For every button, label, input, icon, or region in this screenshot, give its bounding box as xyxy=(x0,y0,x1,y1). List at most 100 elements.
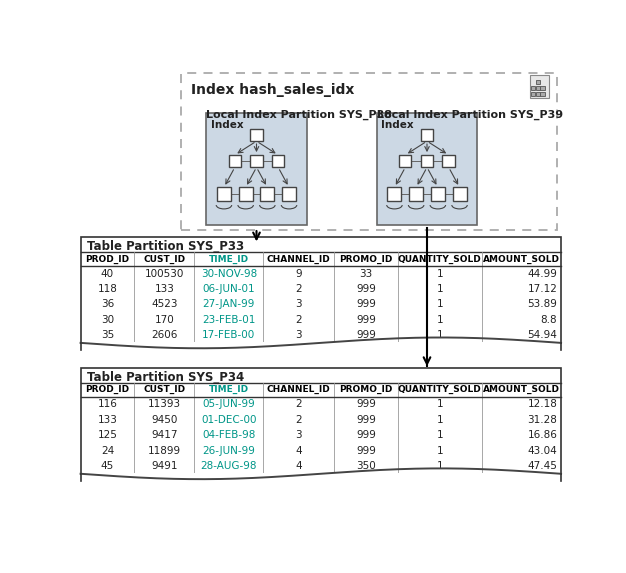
Bar xyxy=(531,86,535,91)
Text: 31.28: 31.28 xyxy=(527,415,557,425)
Bar xyxy=(540,92,545,96)
Text: 11899: 11899 xyxy=(148,446,181,456)
Text: 999: 999 xyxy=(356,446,376,456)
Bar xyxy=(206,113,307,225)
Text: 26-JUN-99: 26-JUN-99 xyxy=(202,446,255,456)
Bar xyxy=(453,187,466,201)
Text: 9: 9 xyxy=(295,269,302,278)
Text: 350: 350 xyxy=(356,461,376,471)
Text: 1: 1 xyxy=(436,284,443,294)
Text: 1: 1 xyxy=(436,315,443,325)
Text: 44.99: 44.99 xyxy=(527,269,557,278)
Text: 1: 1 xyxy=(436,330,443,340)
Text: 999: 999 xyxy=(356,415,376,425)
Text: 54.94: 54.94 xyxy=(527,330,557,340)
Text: Local Index Partition SYS_P38: Local Index Partition SYS_P38 xyxy=(206,109,392,120)
Text: 1: 1 xyxy=(436,269,443,278)
Text: 53.89: 53.89 xyxy=(527,299,557,309)
Text: PROD_ID: PROD_ID xyxy=(85,254,130,264)
Text: 2: 2 xyxy=(295,415,302,425)
Text: 47.45: 47.45 xyxy=(527,461,557,471)
Bar xyxy=(81,367,561,474)
Text: 1: 1 xyxy=(436,461,443,471)
Text: 9417: 9417 xyxy=(151,430,178,440)
Text: 17-FEB-00: 17-FEB-00 xyxy=(202,330,255,340)
Text: 30: 30 xyxy=(101,315,114,325)
Text: 04-FEB-98: 04-FEB-98 xyxy=(202,430,255,440)
Text: 8.8: 8.8 xyxy=(541,315,557,325)
Text: 2606: 2606 xyxy=(151,330,178,340)
Text: TIME_ID: TIME_ID xyxy=(208,385,249,394)
Text: 9491: 9491 xyxy=(151,461,178,471)
Text: 1: 1 xyxy=(436,446,443,456)
Bar xyxy=(81,237,561,343)
Text: 133: 133 xyxy=(98,415,118,425)
Text: 01-DEC-00: 01-DEC-00 xyxy=(201,415,257,425)
Text: 9450: 9450 xyxy=(151,415,178,425)
Bar xyxy=(535,80,540,84)
Text: 45: 45 xyxy=(101,461,114,471)
Bar xyxy=(399,155,411,167)
Bar xyxy=(531,92,535,96)
Bar xyxy=(530,75,548,98)
Text: 3: 3 xyxy=(295,430,302,440)
Text: 4523: 4523 xyxy=(151,299,178,309)
Bar xyxy=(239,187,253,201)
Text: 40: 40 xyxy=(101,269,114,278)
Text: PROMO_ID: PROMO_ID xyxy=(339,254,393,264)
Text: Index hash_sales_idx: Index hash_sales_idx xyxy=(191,83,354,97)
Text: 999: 999 xyxy=(356,299,376,309)
Bar xyxy=(182,73,557,230)
Text: 999: 999 xyxy=(356,284,376,294)
Text: 28-AUG-98: 28-AUG-98 xyxy=(200,461,257,471)
Text: 4: 4 xyxy=(295,446,302,456)
Bar xyxy=(443,155,455,167)
Bar xyxy=(250,155,263,167)
Bar xyxy=(217,187,231,201)
Bar xyxy=(409,187,423,201)
Text: 133: 133 xyxy=(155,284,174,294)
Text: PROD_ID: PROD_ID xyxy=(85,385,130,394)
Text: 2: 2 xyxy=(295,284,302,294)
Text: 30-NOV-98: 30-NOV-98 xyxy=(201,269,257,278)
Text: 1: 1 xyxy=(436,430,443,440)
Text: Table Partition SYS_P33: Table Partition SYS_P33 xyxy=(87,241,244,253)
Text: 170: 170 xyxy=(155,315,174,325)
Text: 17.12: 17.12 xyxy=(527,284,557,294)
Text: 05-JUN-99: 05-JUN-99 xyxy=(202,399,255,410)
Text: TIME_ID: TIME_ID xyxy=(208,254,249,264)
Text: 43.04: 43.04 xyxy=(528,446,557,456)
Text: 35: 35 xyxy=(101,330,114,340)
Text: Index: Index xyxy=(211,120,244,129)
Text: 3: 3 xyxy=(295,299,302,309)
Text: CHANNEL_ID: CHANNEL_ID xyxy=(267,385,331,394)
Bar xyxy=(387,187,401,201)
Bar xyxy=(282,187,296,201)
Bar xyxy=(431,187,445,201)
Text: 999: 999 xyxy=(356,330,376,340)
Text: Local Index Partition SYS_P39: Local Index Partition SYS_P39 xyxy=(377,109,563,120)
Text: 999: 999 xyxy=(356,399,376,410)
Text: CHANNEL_ID: CHANNEL_ID xyxy=(267,254,331,264)
Text: CUST_ID: CUST_ID xyxy=(143,385,185,394)
Bar xyxy=(228,155,241,167)
Bar xyxy=(377,113,478,225)
Text: AMOUNT_SOLD: AMOUNT_SOLD xyxy=(483,254,560,264)
Text: 3: 3 xyxy=(295,330,302,340)
Bar xyxy=(272,155,284,167)
Text: 12.18: 12.18 xyxy=(527,399,557,410)
Text: 1: 1 xyxy=(436,299,443,309)
Text: PROMO_ID: PROMO_ID xyxy=(339,385,393,394)
Bar xyxy=(540,86,545,91)
Text: AMOUNT_SOLD: AMOUNT_SOLD xyxy=(483,385,560,394)
Text: 06-JUN-01: 06-JUN-01 xyxy=(202,284,255,294)
Text: 33: 33 xyxy=(359,269,372,278)
Bar xyxy=(535,92,540,96)
Text: Table Partition SYS_P34: Table Partition SYS_P34 xyxy=(87,371,244,384)
Bar xyxy=(421,129,433,141)
Bar xyxy=(260,187,274,201)
Text: 2: 2 xyxy=(295,399,302,410)
Text: Index: Index xyxy=(381,120,414,129)
Text: 1: 1 xyxy=(436,399,443,410)
Text: 118: 118 xyxy=(98,284,118,294)
